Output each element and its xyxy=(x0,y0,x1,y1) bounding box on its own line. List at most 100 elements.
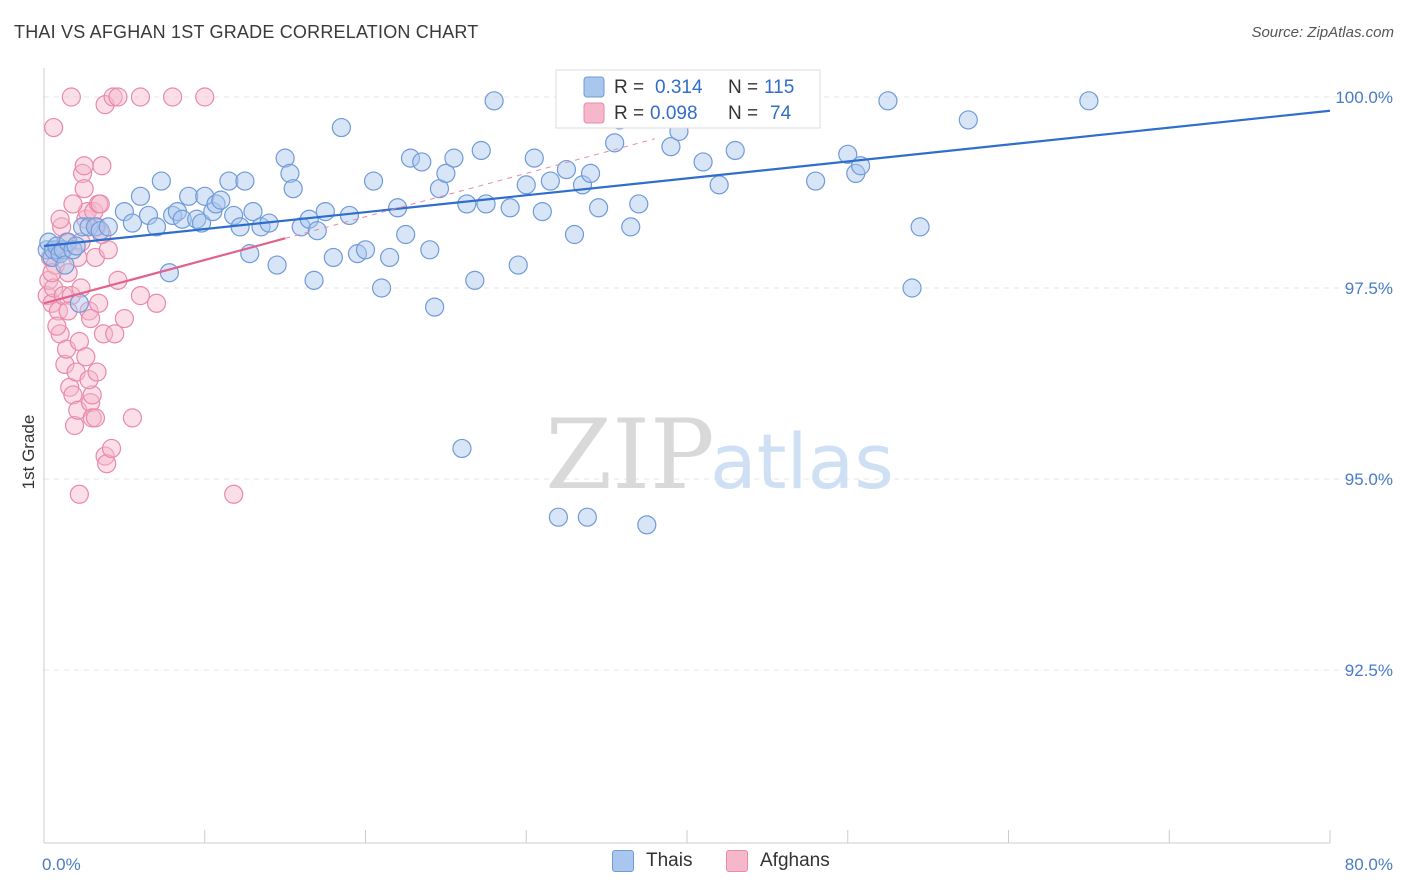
y-tick-label: 95.0% xyxy=(1345,470,1393,489)
thais-point xyxy=(605,133,625,153)
afghans-trend-line xyxy=(43,237,286,305)
chart-title: THAI VS AFGHAN 1ST GRADE CORRELATION CHA… xyxy=(14,22,479,42)
afghans-point xyxy=(47,316,67,336)
thais-point xyxy=(235,171,255,191)
afghans-point xyxy=(72,163,93,183)
afghans-point xyxy=(103,87,123,107)
watermark-atlas: atlas xyxy=(710,417,894,506)
y-axis-label: 1st Grade xyxy=(19,415,38,490)
afghans-point xyxy=(108,87,128,107)
thais-point xyxy=(380,247,400,268)
thais-point xyxy=(878,91,898,111)
thais-point xyxy=(709,175,729,195)
thais-point xyxy=(151,171,171,191)
thais-point xyxy=(476,194,496,214)
series-legend-thais: Thais xyxy=(612,850,692,872)
thais-point xyxy=(114,202,134,222)
watermark: ZIP atlas xyxy=(545,399,893,511)
y-tick-label: 92.5% xyxy=(1345,661,1393,680)
thais-point xyxy=(396,224,416,245)
thais-trend-line xyxy=(43,109,1331,248)
afghans-point xyxy=(61,87,81,107)
thais-point xyxy=(444,148,464,168)
thais-point xyxy=(637,515,657,535)
thais-point xyxy=(1079,91,1099,111)
afghans-point xyxy=(63,194,83,214)
afghans-label: Afghans xyxy=(760,850,830,871)
series-legend: Thais Afghans xyxy=(0,850,1406,880)
thais-point xyxy=(548,507,569,527)
thais-point xyxy=(331,117,351,138)
source-label: Source: ZipAtlas.com xyxy=(1251,24,1394,41)
stats-legend: R = 0.314 N = 115 R = 0.098 N = 74 xyxy=(555,69,821,129)
afghans-point xyxy=(79,301,99,321)
thais-point xyxy=(577,507,597,527)
thais-point xyxy=(958,110,978,130)
y-tick-label: 100.0% xyxy=(1335,88,1393,107)
thais-point xyxy=(307,221,327,241)
afghans-point xyxy=(87,362,107,382)
afghans-point xyxy=(224,484,244,504)
thais-point xyxy=(304,270,324,290)
legend-thais-r-value: 0.314 xyxy=(655,77,703,98)
thais-point xyxy=(500,198,520,218)
thais-point xyxy=(580,163,601,183)
afghans-point xyxy=(79,370,99,390)
series-legend-afghans: Afghans xyxy=(726,850,830,872)
legend-thais-r-label: R = xyxy=(614,77,644,98)
thais-point xyxy=(516,175,536,195)
afghans-point xyxy=(81,393,101,413)
afghans-point xyxy=(74,156,94,176)
thais-point xyxy=(725,140,745,161)
afghans-point xyxy=(101,438,122,459)
x-tick-label: 0.0% xyxy=(42,855,81,874)
afghans-point xyxy=(122,408,143,428)
thais-point xyxy=(805,171,826,191)
legend-afghans-r-value: 0.098 xyxy=(650,103,698,124)
thais-point xyxy=(267,255,287,275)
afghans-point xyxy=(130,286,151,306)
thais-point xyxy=(371,278,392,298)
legend-afghans-n-label: N = xyxy=(728,103,758,124)
afghans-point xyxy=(76,347,96,367)
thais-point xyxy=(910,217,930,237)
thais-label: Thais xyxy=(646,850,693,871)
thais-point xyxy=(471,140,491,161)
legend-thais-n-label: N = xyxy=(728,77,758,98)
thais-point xyxy=(661,137,681,157)
thais-point xyxy=(564,224,585,245)
thais-point xyxy=(323,247,343,268)
thais-point xyxy=(224,205,244,226)
thais-point xyxy=(172,209,192,229)
thais-point xyxy=(219,171,239,191)
thais-point xyxy=(425,297,445,317)
thais-point xyxy=(363,171,384,191)
thais-point xyxy=(280,163,300,183)
afghans-point xyxy=(64,415,85,436)
afghans-point xyxy=(114,308,134,329)
thais-point xyxy=(69,293,89,313)
afghans-point xyxy=(92,156,112,176)
afghans-trend-extension xyxy=(284,138,655,239)
thais-point xyxy=(621,217,641,237)
thais-point xyxy=(146,217,167,237)
thais-point xyxy=(122,213,143,233)
afghans-point xyxy=(44,117,64,138)
thais-point xyxy=(693,152,713,172)
thais-point xyxy=(191,213,212,233)
thais-point xyxy=(465,270,485,290)
afghans-point xyxy=(44,278,64,298)
afghans-point xyxy=(95,446,115,466)
y-tick-label: 97.5% xyxy=(1345,279,1393,298)
thais-point xyxy=(283,179,303,199)
thais-point xyxy=(588,198,609,218)
legend-afghans-swatch xyxy=(583,102,605,124)
thais-points xyxy=(37,91,1099,535)
thais-point xyxy=(98,217,118,237)
afghans-point xyxy=(130,87,151,107)
legend-afghans-r-label: R = xyxy=(614,103,644,124)
afghans-point xyxy=(195,87,215,107)
thais-point xyxy=(243,202,263,222)
afghans-point xyxy=(146,293,167,313)
